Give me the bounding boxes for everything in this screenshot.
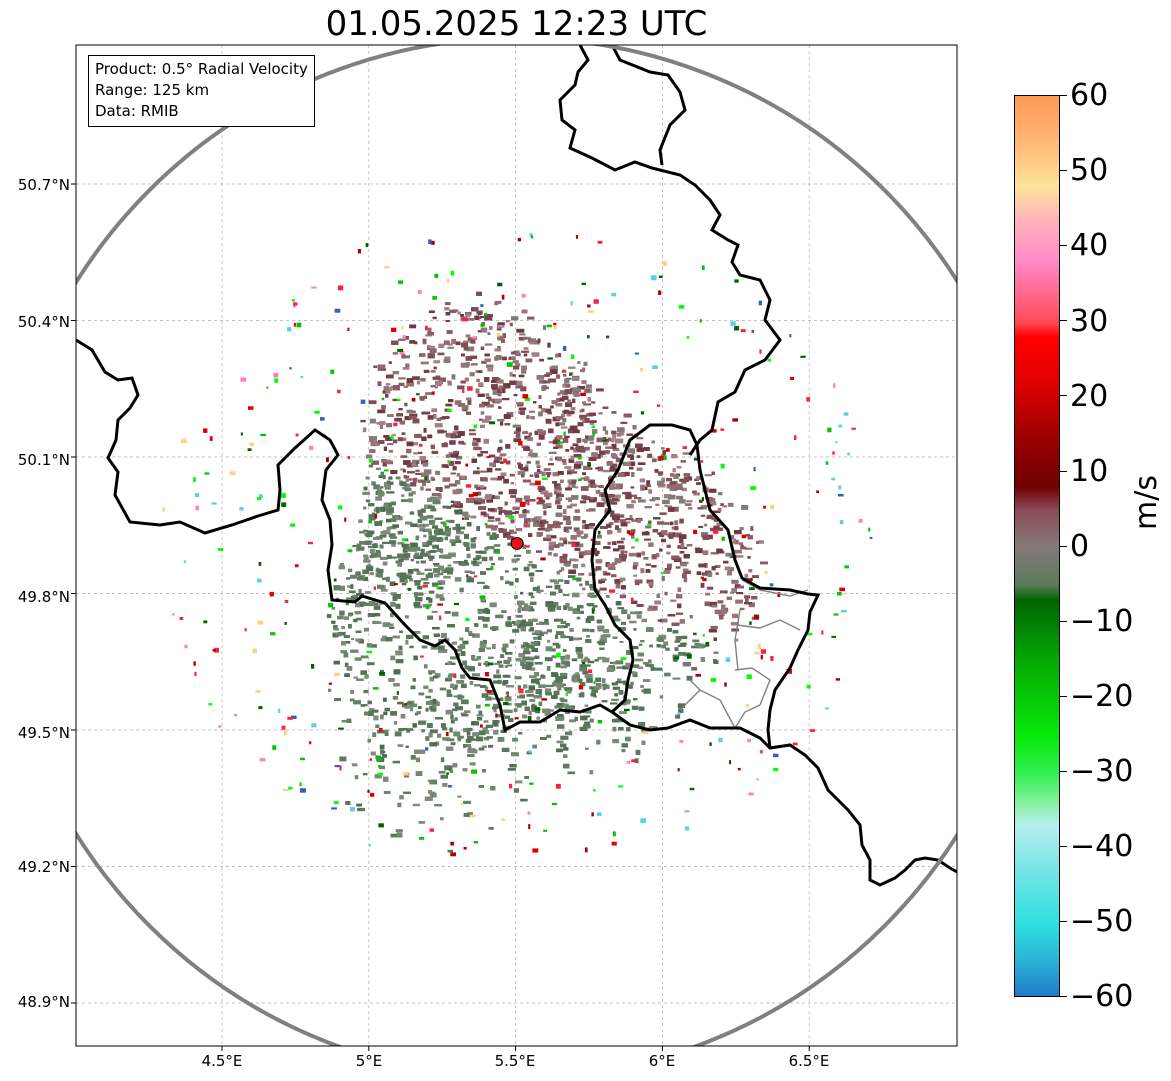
colorbar-segment (1015, 772, 1059, 804)
colorbar-tick (1060, 770, 1067, 772)
axis-ticks (71, 183, 810, 1051)
colorbar-segment (1015, 960, 1059, 996)
colorbar-segment (1015, 922, 1059, 961)
colorbar-segment (1015, 133, 1059, 187)
colorbar-segment (1015, 486, 1059, 510)
lat-label: 50.4°N (17, 313, 70, 331)
colorbar-tick (1060, 470, 1067, 472)
colorbar-segment (1015, 336, 1059, 383)
border-germany (558, 45, 782, 456)
colorbar-segment (1015, 659, 1059, 736)
colorbar-tick (1060, 996, 1067, 998)
colorbar-tick (1060, 245, 1067, 247)
colorbar-segment (1015, 509, 1059, 548)
colorbar-tick (1060, 170, 1067, 172)
colorbar-segment (1015, 734, 1059, 773)
product-info-box: Product: 0.5° Radial Velocity Range: 125… (88, 55, 315, 127)
colorbar-segment (1015, 186, 1059, 217)
border-luxembourg-france-germany (611, 710, 957, 887)
colorbar-tick-label: −40 (1070, 829, 1134, 864)
colorbar-tick-label: −30 (1070, 754, 1134, 789)
plot-frame (75, 44, 958, 1047)
colorbar-segment (1015, 825, 1059, 864)
colorbar-tick (1060, 846, 1067, 847)
lon-label: 4.5°E (201, 1052, 243, 1070)
colorbar-tick-label: 50 (1070, 153, 1109, 188)
colorbar-segment (1015, 321, 1059, 338)
border-france-belgium (76, 338, 613, 733)
info-data-source: Data: RMIB (95, 102, 179, 120)
luxembourg-canton-borders (679, 579, 809, 729)
colorbar-tick (1060, 921, 1067, 923)
colorbar-tick-label: −50 (1070, 904, 1134, 939)
colorbar-tick-label: −60 (1070, 979, 1134, 1014)
colorbar-unit-label: m/s (1129, 475, 1164, 530)
colorbar-segment (1015, 547, 1059, 586)
colorbar-segment (1015, 381, 1059, 435)
colorbar-tick (1060, 545, 1067, 547)
lat-label: 48.9°N (17, 993, 70, 1011)
colorbar-tick (1060, 320, 1067, 322)
lon-label: 6°E (648, 1052, 676, 1070)
colorbar-segment (1015, 584, 1059, 601)
colorbar-segment (1015, 96, 1059, 135)
colorbar-segment (1015, 599, 1059, 661)
lat-label: 49.5°N (17, 724, 70, 742)
radar-site-marker (510, 536, 524, 550)
lon-label: 5.5°E (494, 1052, 536, 1070)
colorbar-tick-label: 60 (1070, 78, 1109, 113)
info-range: Range: 125 km (95, 81, 210, 99)
lat-label: 50.1°N (17, 451, 70, 469)
colorbar-tick (1060, 95, 1067, 96)
colorbar-segment (1015, 862, 1059, 924)
lon-label: 6.5°E (788, 1052, 830, 1070)
map-title: 01.05.2025 12:23 UTC (325, 4, 708, 44)
colorbar-tick-label: 0 (1070, 529, 1090, 564)
colorbar-segment (1015, 261, 1059, 322)
colorbar-tick (1060, 695, 1067, 697)
colorbar-tick-label: −10 (1070, 604, 1134, 639)
radar-range-ring (76, 45, 957, 1046)
colorbar-segment (1015, 434, 1059, 488)
colorbar-tick-label: 40 (1070, 228, 1109, 263)
colorbar-segment (1015, 802, 1059, 826)
lat-label: 49.8°N (17, 588, 70, 606)
colorbar-tick-label: 20 (1070, 379, 1109, 414)
lat-label: 50.7°N (17, 176, 70, 194)
colorbar-segment (1015, 216, 1059, 262)
lat-label: 49.2°N (17, 858, 70, 876)
info-product: Product: 0.5° Radial Velocity (95, 60, 308, 78)
colorbar-tick-label: 10 (1070, 454, 1109, 489)
border-belgium-luxembourg (590, 423, 821, 749)
velocity-colorbar (1014, 95, 1060, 997)
colorbar-tick (1060, 620, 1067, 622)
colorbar-tick (1060, 395, 1067, 397)
lon-label: 5°E (355, 1052, 383, 1070)
border-belgium-north (610, 45, 687, 166)
colorbar-tick-label: 30 (1070, 304, 1109, 339)
colorbar-tick-label: −20 (1070, 679, 1134, 714)
